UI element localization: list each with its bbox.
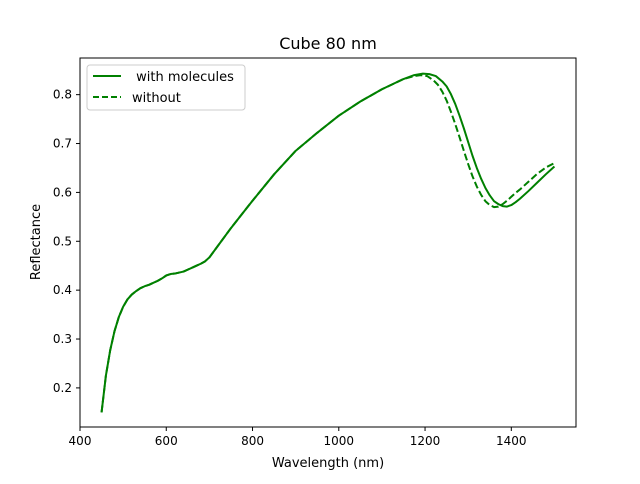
series-line-without (100, 74, 555, 413)
legend-label-with-molecules: with molecules (132, 70, 234, 85)
y-tick-label: 0.4 (53, 283, 72, 297)
y-axis: 0.2 0.3 0.4 0.5 0.6 0.7 0.8 (53, 88, 80, 395)
legend-box (86, 64, 246, 111)
chart-title: Cube 80 nm (279, 34, 377, 53)
y-tick-label: 0.5 (53, 234, 72, 248)
legend: with molecules without (86, 64, 246, 111)
y-tick-label: 0.3 (53, 332, 72, 346)
plot-frame (79, 57, 577, 428)
legend-label-without: without (132, 91, 181, 106)
x-axis: 400 600 800 1000 1200 1400 (69, 427, 527, 448)
x-tick-label: 1200 (410, 434, 441, 448)
x-tick-label: 1000 (324, 434, 355, 448)
x-tick-label: 600 (155, 434, 178, 448)
plot-area (100, 72, 556, 413)
x-tick-label: 800 (241, 434, 264, 448)
x-tick-label: 400 (69, 434, 92, 448)
y-tick-label: 0.6 (53, 185, 72, 199)
x-axis-label: Wavelength (nm) (272, 456, 384, 471)
y-axis-label: Reflectance (29, 204, 44, 280)
y-tick-label: 0.8 (53, 88, 72, 102)
y-tick-label: 0.2 (53, 381, 72, 395)
x-tick-label: 1400 (496, 434, 527, 448)
y-tick-label: 0.7 (53, 137, 72, 151)
